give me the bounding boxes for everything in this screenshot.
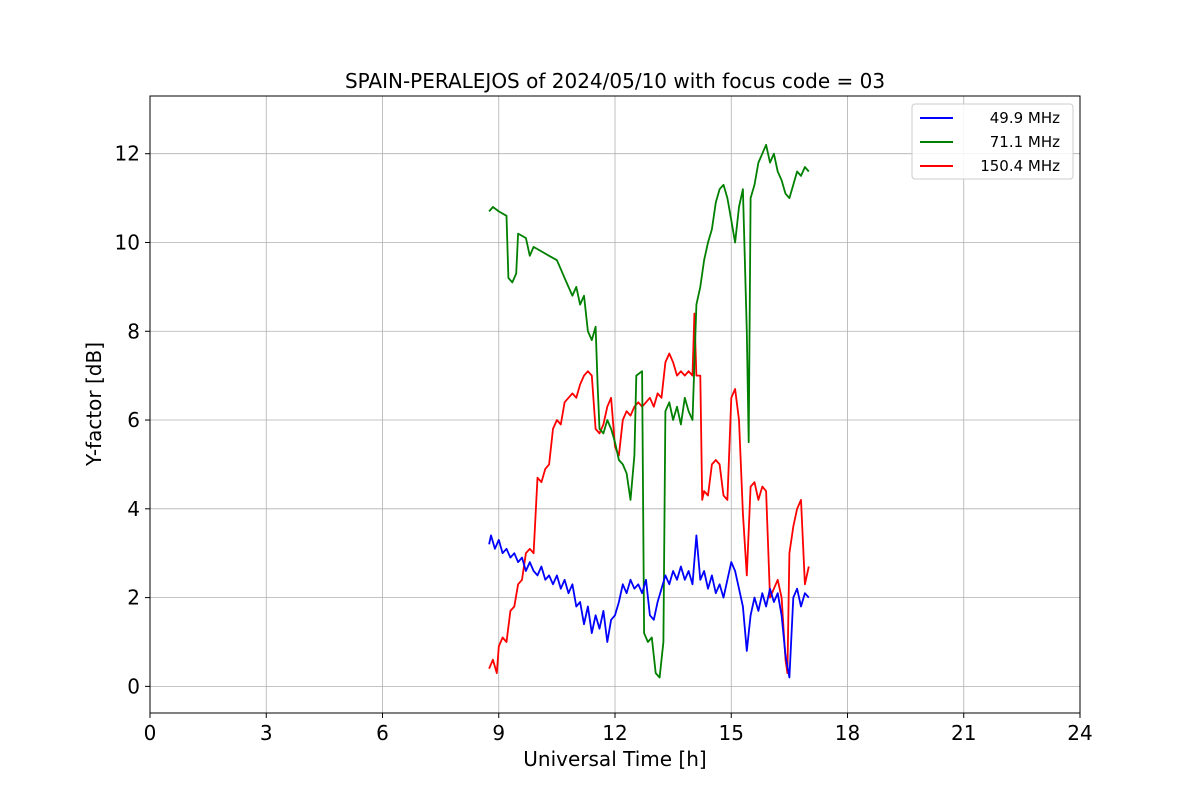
- chart-title: SPAIN-PERALEJOS of 2024/05/10 with focus…: [345, 69, 885, 93]
- series-line-0: [488, 534, 810, 679]
- x-tick-label: 6: [376, 721, 389, 745]
- legend: 49.9 MHz 71.1 MHz 150.4 MHz: [911, 103, 1074, 180]
- x-tick-label: 24: [1067, 721, 1092, 745]
- series-layer: [488, 143, 810, 679]
- y-tick-label: 6: [127, 408, 140, 432]
- y-tick-label: 2: [127, 586, 140, 610]
- x-tick-label: 9: [492, 721, 505, 745]
- series-line-2: [488, 312, 810, 674]
- x-tick-label: 3: [260, 721, 273, 745]
- x-tick-label: 21: [951, 721, 976, 745]
- legend-label: 150.4 MHz: [980, 157, 1060, 175]
- y-tick-label: 4: [127, 497, 140, 521]
- x-tick-label: 18: [835, 721, 860, 745]
- x-tick-label: 0: [144, 721, 157, 745]
- legend-box: [911, 103, 1074, 180]
- x-tick-label: 15: [719, 721, 744, 745]
- y-tick-label: 10: [115, 230, 140, 254]
- y-tick-label: 12: [115, 142, 140, 166]
- legend-label: 49.9 MHz: [990, 109, 1060, 127]
- y-axis-label: Y-factor [dB]: [82, 342, 106, 467]
- x-tick-label: 12: [602, 721, 627, 745]
- y-tick-label: 8: [127, 319, 140, 343]
- y-tick-label: 0: [127, 674, 140, 698]
- legend-label: 71.1 MHz: [990, 133, 1060, 151]
- series-line-1: [488, 143, 810, 679]
- x-axis-label: Universal Time [h]: [523, 747, 706, 771]
